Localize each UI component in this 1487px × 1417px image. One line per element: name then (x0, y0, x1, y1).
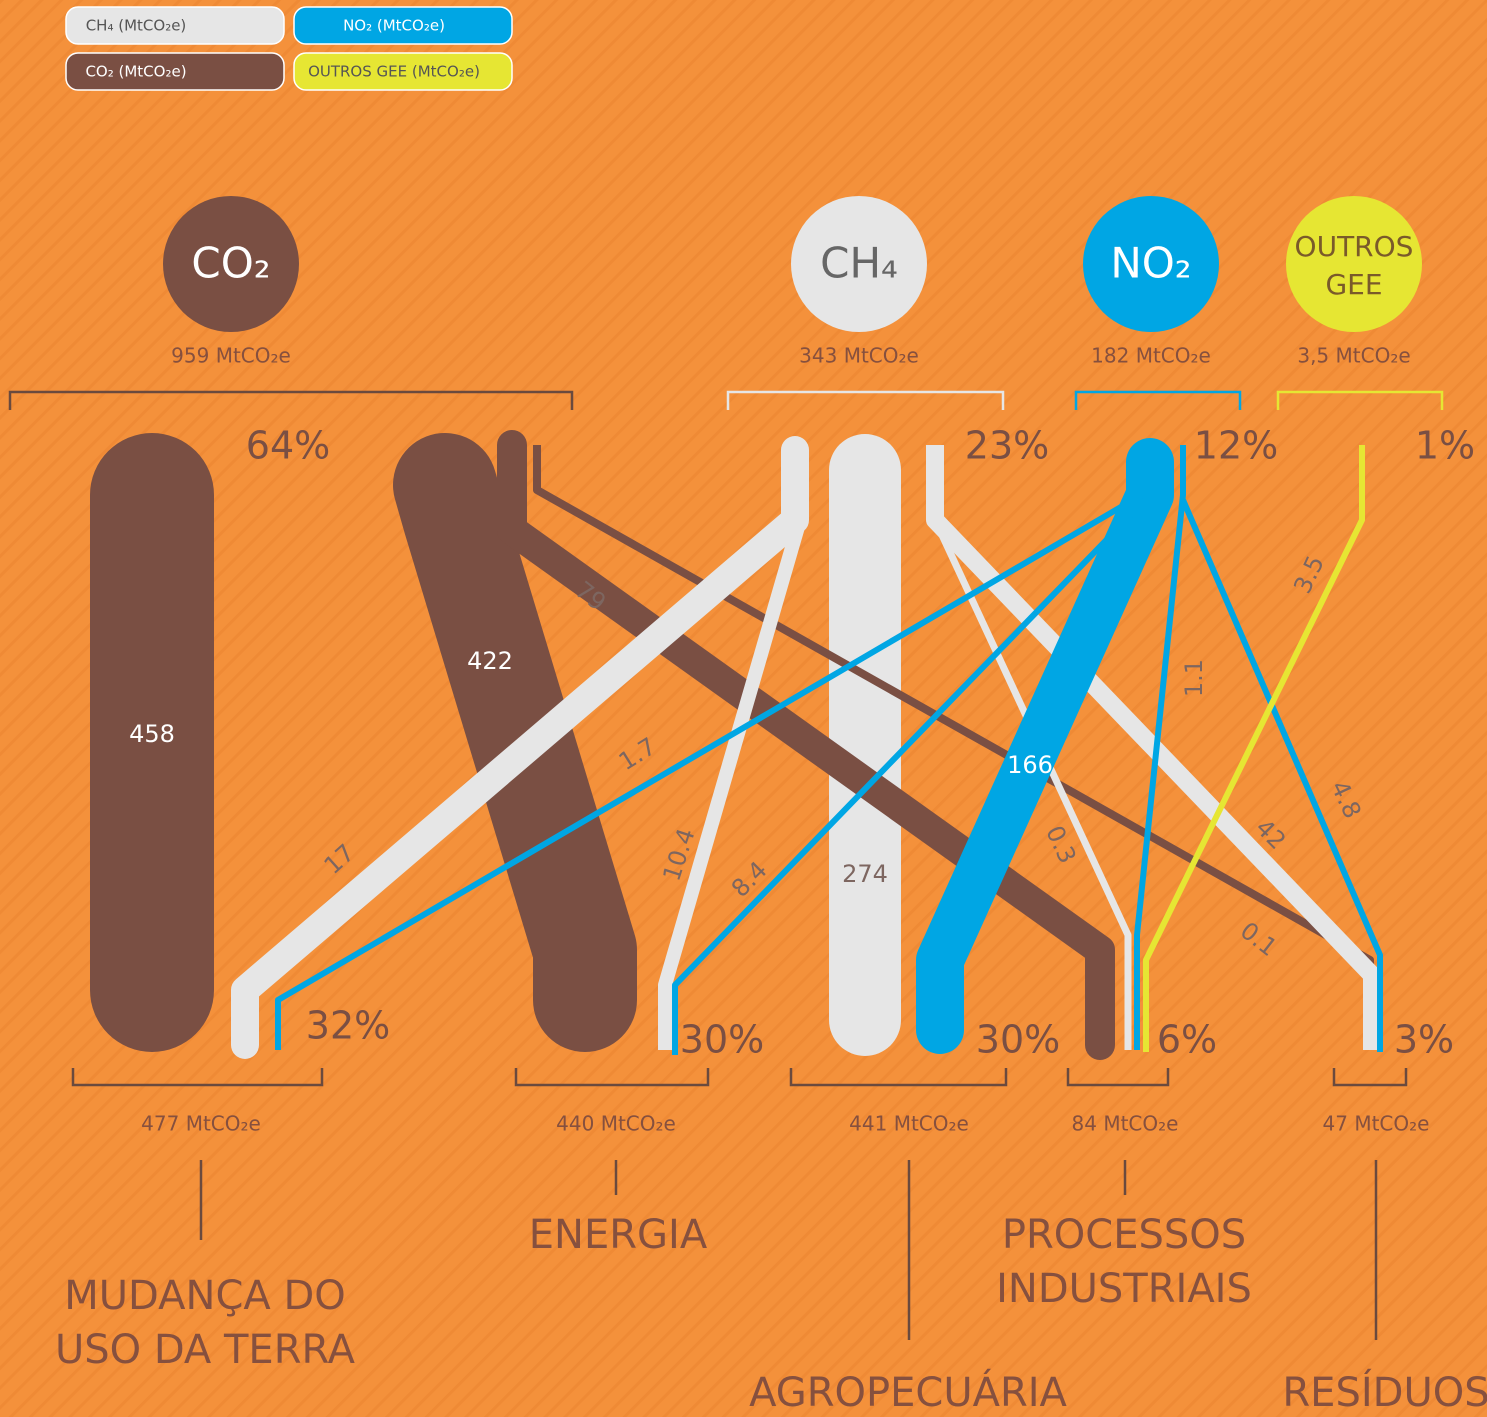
legend-label: OUTROS GEE (MtCO₂e) (308, 63, 480, 81)
gas-share: 12% (1194, 424, 1278, 468)
sector-bracket (1066, 1068, 1170, 1087)
gas-symbol: OUTROS (1295, 230, 1414, 263)
gas-bracket (8, 390, 574, 410)
flow (926, 445, 1381, 1050)
flow-label: 422 (467, 647, 513, 675)
flow (275, 487, 1152, 1050)
flow (658, 518, 807, 1050)
gas-share: 23% (965, 424, 1049, 468)
sector-total: 477 MtCO₂e (141, 1112, 261, 1136)
sector-share: 3% (1394, 1018, 1454, 1062)
gas-symbol: CH₄ (820, 239, 898, 288)
flow-label: 166 (1007, 751, 1053, 779)
flow (231, 436, 809, 1059)
sector-total: 84 MtCO₂e (1072, 1112, 1179, 1136)
legend-pill (293, 6, 513, 45)
sector-name: PROCESSOS (1002, 1212, 1246, 1258)
gas-total: 343 MtCO₂e (799, 344, 919, 368)
legend-pill (293, 52, 513, 91)
layer: CH₄ (MtCO₂e) CO₂ (MtCO₂e) NO₂ (MtCO₂e) OUTR… (8, 6, 1487, 1416)
legend-pill (65, 6, 285, 45)
gas-circle (1083, 196, 1219, 332)
sector-share: 32% (306, 1004, 390, 1048)
sector-bracket (789, 1068, 1008, 1087)
gas-circle (1286, 196, 1422, 332)
sector-name: AGROPECUÁRIA (749, 1368, 1067, 1416)
sector-bracket (71, 1068, 324, 1087)
legend-label: CH₄ (MtCO₂e) (86, 17, 187, 35)
gas-share: 64% (246, 424, 330, 468)
sector-share: 30% (680, 1018, 764, 1062)
gas-symbol: NO₂ (1110, 239, 1191, 288)
gas-bracket (726, 390, 1005, 410)
sector-name: INDUSTRIAIS (996, 1266, 1252, 1312)
gas-bracket (1074, 390, 1242, 410)
legend-label: CO₂ (MtCO₂e) (85, 63, 186, 81)
sector-bracket (514, 1068, 710, 1087)
flow (916, 438, 1174, 1054)
gas-share: 1% (1415, 424, 1475, 468)
gas-total: 959 MtCO₂e (171, 344, 291, 368)
gas-symbol: CO₂ (191, 239, 270, 288)
flow (1143, 445, 1365, 1052)
sector-total: 441 MtCO₂e (849, 1112, 969, 1136)
sector-name: MUDANÇA DO (64, 1273, 345, 1319)
gas-circle (791, 196, 927, 332)
flow (497, 430, 1115, 1060)
sector-name: USO DA TERRA (55, 1327, 356, 1373)
gas-circle (163, 196, 299, 332)
sector-bracket (1332, 1068, 1408, 1087)
gas-bracket (1276, 390, 1444, 410)
sector-share: 30% (976, 1018, 1060, 1062)
legend-label: NO₂ (MtCO₂e) (343, 17, 445, 35)
sector-share: 6% (1157, 1018, 1217, 1062)
gas-total: 3,5 MtCO₂e (1297, 344, 1410, 368)
gas-total: 182 MtCO₂e (1091, 344, 1211, 368)
sector-name: ENERGIA (529, 1212, 708, 1258)
sector-total: 47 MtCO₂e (1323, 1112, 1430, 1136)
flow (1180, 498, 1383, 1052)
flow-label: 274 (842, 860, 888, 888)
flow (1134, 445, 1186, 1050)
flow-label: 458 (129, 720, 175, 748)
flow-label: 1.1 (1180, 659, 1208, 697)
flow (393, 433, 637, 1052)
legend-pill (65, 52, 285, 91)
flow (931, 518, 1132, 1050)
gas-symbol: GEE (1325, 268, 1382, 301)
sector-name: RESÍDUOS (1282, 1368, 1487, 1416)
sector-total: 440 MtCO₂e (556, 1112, 676, 1136)
flow (672, 492, 1153, 1055)
